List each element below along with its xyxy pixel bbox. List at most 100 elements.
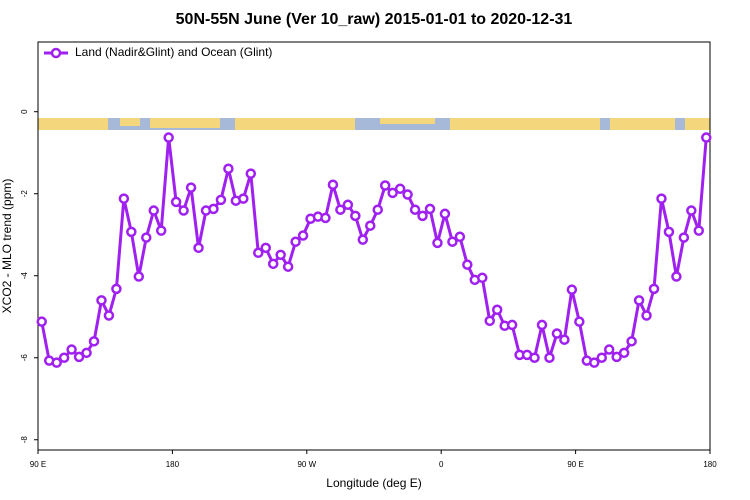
data-point — [73, 351, 85, 363]
data-point — [671, 271, 682, 282]
data-point — [290, 236, 301, 247]
data-point — [170, 196, 182, 208]
data-point — [589, 357, 600, 368]
data-point — [223, 163, 234, 174]
data-line — [40, 136, 708, 365]
data-point — [551, 328, 563, 339]
data-point — [253, 247, 264, 259]
data-point — [432, 237, 443, 249]
data-point — [238, 193, 249, 204]
data-point — [118, 193, 130, 204]
data-point — [372, 204, 383, 215]
data-point — [402, 189, 413, 200]
data-point — [574, 316, 585, 327]
data-point — [133, 271, 145, 282]
map-strip — [38, 118, 710, 130]
data-point — [544, 352, 555, 363]
data-point — [335, 204, 346, 215]
data-point — [611, 351, 622, 363]
data-point — [185, 182, 197, 193]
data-point — [208, 203, 219, 215]
x-tick-label: 90 E — [567, 460, 583, 469]
data-point — [66, 344, 77, 355]
data-point — [648, 283, 660, 295]
x-tick-label: 90 W — [297, 460, 316, 469]
data-point — [387, 187, 398, 199]
data-point — [141, 232, 152, 243]
data-point — [618, 347, 630, 359]
data-point — [36, 316, 47, 327]
data-point — [417, 210, 428, 222]
data-point — [491, 304, 503, 316]
data-point — [596, 352, 607, 363]
y-tick-label: -2 — [20, 190, 29, 198]
x-tick-label: 180 — [703, 460, 717, 469]
data-point — [342, 199, 354, 211]
data-point — [394, 183, 406, 195]
y-tick-label: -4 — [20, 272, 29, 280]
data-point — [58, 352, 70, 363]
data-point — [462, 259, 473, 270]
data-point — [365, 220, 376, 231]
data-point — [536, 319, 548, 331]
data-point — [350, 210, 361, 222]
data-point — [626, 336, 637, 347]
x-tick-label: 0 — [439, 460, 444, 469]
legend-label: Land (Nadir&Glint) and Ocean (Glint) — [75, 45, 272, 59]
x-tick-label: 90 E — [30, 460, 46, 469]
data-point — [686, 205, 697, 216]
data-point — [663, 226, 675, 238]
data-point — [282, 261, 294, 272]
y-tick-label: -8 — [20, 436, 29, 444]
data-point — [245, 168, 257, 179]
data-point — [297, 230, 309, 241]
data-point — [81, 347, 92, 359]
data-point — [566, 284, 578, 295]
data-point — [678, 232, 690, 243]
data-point — [559, 334, 570, 345]
data-point — [103, 310, 115, 321]
data-point — [320, 212, 331, 224]
data-point — [603, 344, 615, 355]
data-point — [506, 319, 518, 331]
data-point — [51, 357, 62, 368]
data-point — [447, 236, 458, 247]
x-axis-title: Longitude (deg E) — [326, 476, 421, 490]
data-point — [454, 231, 466, 243]
data-point — [155, 225, 167, 236]
data-point — [656, 193, 667, 204]
data-point — [477, 272, 488, 284]
data-point — [193, 242, 204, 254]
data-point — [633, 295, 645, 306]
y-tick-label: -6 — [20, 354, 29, 362]
y-tick-label: 0 — [20, 109, 29, 114]
data-point — [424, 203, 436, 215]
data-point — [409, 204, 421, 215]
data-point — [148, 205, 159, 216]
data-point — [178, 205, 189, 216]
data-point — [163, 132, 174, 143]
data-point — [529, 352, 540, 363]
plot-frame — [37, 41, 711, 451]
data-point — [267, 258, 279, 270]
data-point — [693, 225, 705, 236]
data-point — [111, 283, 122, 295]
legend: Land (Nadir&Glint) and Ocean (Glint) — [44, 45, 272, 59]
data-point — [439, 208, 451, 220]
data-point — [215, 194, 227, 206]
data-point — [379, 180, 391, 191]
y-axis-title: XCO2 - MLO trend (ppm) — [0, 179, 14, 314]
data-point — [701, 132, 712, 143]
chart-title: 50N-55N June (Ver 10_raw) 2015-01-01 to … — [176, 11, 573, 28]
data-point — [357, 234, 369, 245]
x-tick-label: 180 — [166, 460, 180, 469]
data-point — [96, 295, 107, 306]
data-point — [641, 310, 652, 321]
data-point — [88, 336, 100, 347]
data-point — [484, 315, 495, 327]
data-point — [275, 249, 286, 261]
data-point — [327, 179, 339, 190]
data-point — [126, 226, 137, 238]
data-point — [260, 242, 271, 254]
